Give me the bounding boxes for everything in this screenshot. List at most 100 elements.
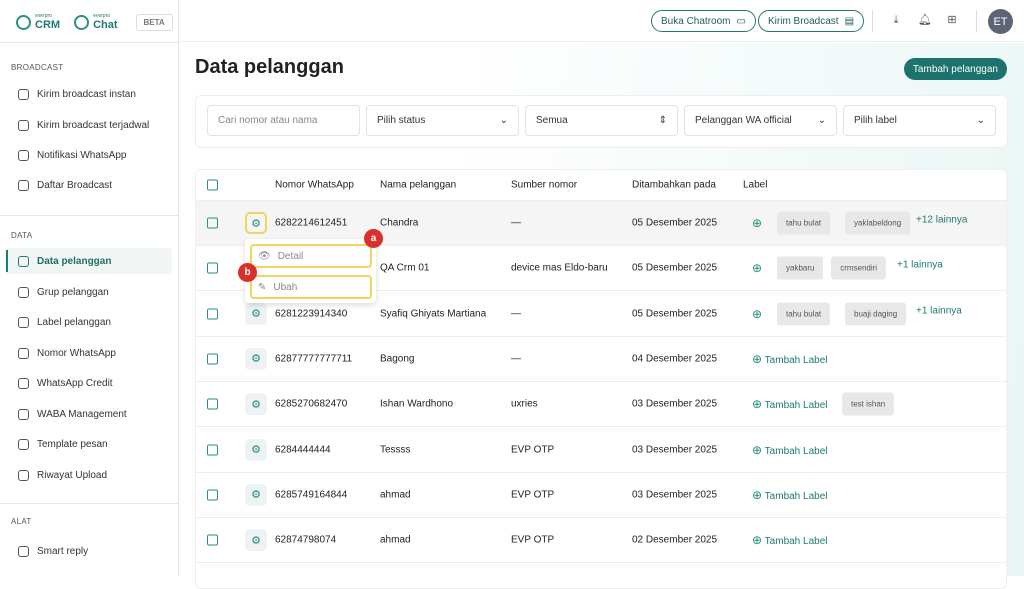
label-select[interactable]: Pilih label ⌄ [843,105,996,136]
sidebar-item-label: Nomor WhatsApp [37,347,116,359]
sidebar-item[interactable]: Grup pelanggan [6,279,172,305]
sidebar-item[interactable]: WhatsApp Credit [6,370,172,396]
sidebar-item[interactable]: Label pelanggan [6,309,172,335]
add-label-icon: ⊕ [752,397,763,412]
add-label-button[interactable]: ⊕ Tambah Label [752,488,828,502]
more-labels-link[interactable]: +1 lainnya [916,305,962,317]
crm-logo-icon [16,15,31,30]
row-checkbox[interactable] [207,308,218,320]
avatar[interactable]: ET [988,9,1013,34]
add-label-text: Tambah Label [764,400,828,412]
send-broadcast-button[interactable]: Kirim Broadcast ▤ [758,10,865,32]
header-label: Label [743,179,768,191]
gear-icon[interactable]: ⚙ [245,438,267,461]
detail-menu-item[interactable]: 👁︎ Detail [250,244,372,268]
add-label-button[interactable]: ⊕ Tambah Label [752,397,828,411]
search-input[interactable]: Cari nomor atau nama [207,105,360,136]
cell-date: 05 Desember 2025 [632,262,718,274]
gear-icon[interactable]: ⚙ [245,529,267,552]
cell-date: 05 Desember 2025 [632,308,718,320]
add-customer-button[interactable]: Tambah pelanggan [903,58,1007,80]
table-row: QA Crm 01 device mas Eldo-baru 05 Desemb… [196,246,1006,292]
add-label-icon: ⊕ [752,442,763,457]
add-label-icon[interactable]: ⊕ [752,216,763,230]
row-action-menu: 👁︎ Detail ✎ Ubah [245,239,376,303]
add-label-icon[interactable]: ⊕ [752,261,763,276]
sidebar-item[interactable]: Data pelanggan [6,248,172,274]
more-labels-link[interactable]: +12 lainnya [916,214,968,226]
row-checkbox[interactable] [207,398,218,410]
sidebar-item[interactable]: Kirim broadcast instan [6,81,172,107]
cell-source: — [511,353,521,365]
main-content: Data pelanggan Tambah pelanggan Cari nom… [179,43,1024,589]
all-select-value: Semua [536,115,568,126]
filter-bar: Cari nomor atau nama Pilih status ⌄ Semua… [195,95,1008,148]
sidebar-item[interactable]: Riwayat Upload [6,462,172,488]
cell-phone: 6281223914340 [275,308,348,320]
select-all-checkbox[interactable] [207,179,218,191]
sidebar-item-label: Daftar Broadcast [37,179,113,191]
section-title: DATA [11,231,33,240]
table-row: ⚙ 62877777777711 Bagong — 04 Desember 20… [196,337,1006,382]
annotation-badge-b: b [238,263,257,282]
row-checkbox[interactable] [207,534,218,546]
sidebar-item[interactable]: Daftar Broadcast [6,172,172,198]
crm-logo[interactable]: everpro CRM [16,14,60,31]
download-icon[interactable]: ⤓ [893,14,899,26]
row-checkbox[interactable] [207,353,218,365]
table-row: ⚙ 6282214612451 Chandra — 05 Desember 20… [196,201,1006,246]
more-labels-link[interactable]: +1 lainnya [897,259,943,271]
add-label-icon: ⊕ [752,351,763,366]
add-label-button[interactable]: ⊕ Tambah Label [752,533,828,547]
row-checkbox[interactable] [207,489,218,501]
sidebar-item[interactable]: Nomor WhatsApp [6,340,172,366]
table-row: ⚙ 62874798074 ahmad EVP OTP 02 Desember … [196,518,1006,564]
sidebar-item-label: WABA Management [37,408,127,420]
gear-icon[interactable]: ⚙ [245,212,267,234]
bell-icon[interactable]: 🔔︎ [918,14,932,26]
add-label-text: Tambah Label [764,354,828,366]
label-icon [18,316,29,328]
status-select[interactable]: Pilih status ⌄ [366,105,519,136]
cell-phone: 6285270682470 [275,398,348,410]
cell-name: Chandra [380,217,419,229]
add-label-button[interactable]: ⊕ Tambah Label [752,352,828,366]
gear-icon[interactable]: ⚙ [245,347,267,370]
cell-date: 03 Desember 2025 [632,489,718,501]
header-source: Sumber nomor [511,179,578,191]
edit-menu-item[interactable]: ✎ Ubah [250,275,372,299]
sidebar-item[interactable]: Kirim broadcast terjadwal [6,112,172,138]
add-label-button[interactable]: ⊕ Tambah Label [752,443,828,457]
row-checkbox[interactable] [207,262,218,274]
official-select[interactable]: Pelanggan WA official ⌄ [684,105,837,136]
sidebar-item[interactable]: Notifikasi WhatsApp [6,142,172,168]
sidebar-item-label: WhatsApp Credit [37,377,113,389]
sidebar-item[interactable]: WABA Management [6,401,172,427]
sidebar-item-label: Riwayat Upload [37,469,108,481]
customer-table: Nomor WhatsApp Nama pelanggan Sumber nom… [195,169,1007,589]
cell-source: — [511,308,521,320]
table-row: ⚙ 6281223914340 Syafiq Ghiyats Martiana … [196,292,1006,337]
logo[interactable]: everpro CRM everpro Chat BETA [16,14,173,31]
table-row: ⚙ 6285749164844 ahmad EVP OTP 03 Desembe… [196,473,1006,518]
gear-icon[interactable]: ⚙ [245,393,267,416]
all-select[interactable]: Semua ⇕ [525,105,678,136]
section-title: ALAT [11,517,32,526]
cell-date: 04 Desember 2025 [632,353,718,365]
topbar: Buka Chatroom ▭ Kirim Broadcast ▤ ⤓ 🔔︎ ⊞ E… [179,0,1024,42]
sidebar-item[interactable]: Template pesan [6,431,172,457]
cell-date: 05 Desember 2025 [632,217,718,229]
whatsapp-icon [18,149,29,161]
row-checkbox[interactable] [207,217,218,229]
row-checkbox[interactable] [207,444,218,455]
status-select-value: Pilih status [377,115,426,126]
header-name: Nama pelanggan [380,179,457,191]
chat-logo[interactable]: everpro Chat [74,14,118,31]
cell-date: 03 Desember 2025 [632,398,718,410]
apps-icon[interactable]: ⊞ [947,14,957,26]
gear-icon[interactable]: ⚙ [245,483,267,506]
gear-icon[interactable]: ⚙ [245,302,267,325]
add-label-icon[interactable]: ⊕ [752,306,763,321]
sidebar-item[interactable]: Smart reply [6,538,172,564]
open-chatroom-button[interactable]: Buka Chatroom ▭ [651,10,756,32]
